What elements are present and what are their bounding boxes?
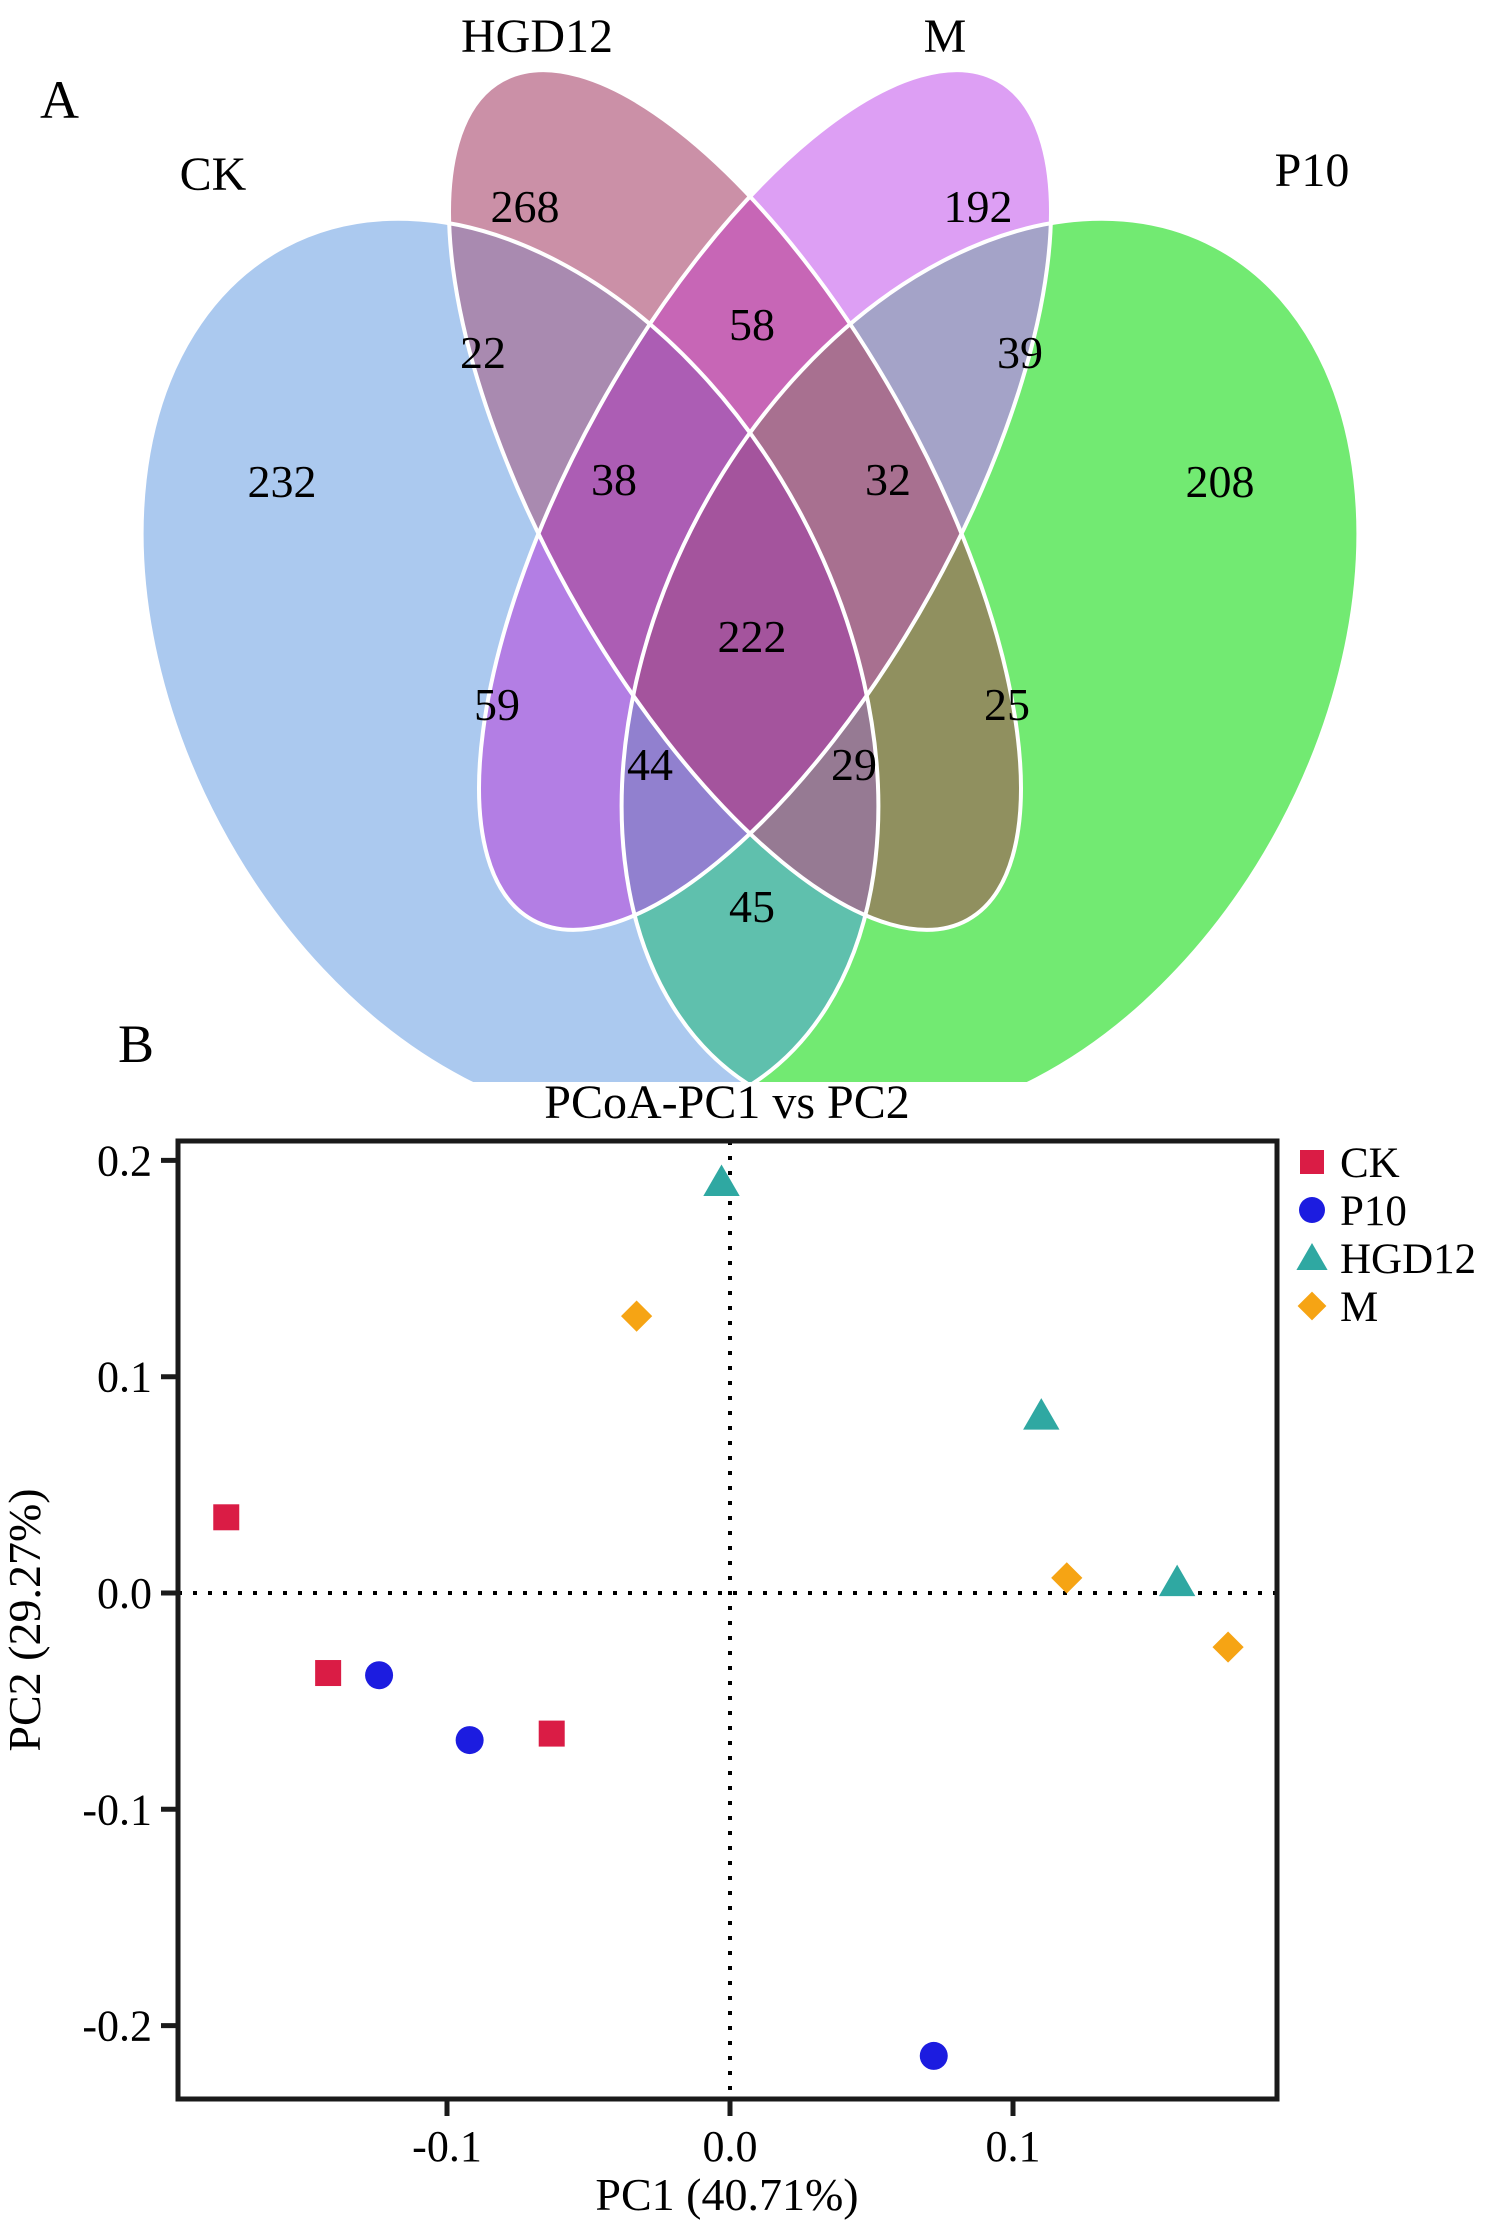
chart-title: PCoA-PC1 vs PC2: [544, 1082, 909, 1129]
y-axis-label: PC2 (29.27%): [0, 1488, 50, 1751]
legend-item-p10: P10: [1299, 1188, 1407, 1235]
y-tick-label: -0.1: [82, 1785, 152, 1834]
legend-label-m: M: [1340, 1284, 1378, 1331]
venn-set-label-hgd12: HGD12: [461, 10, 613, 63]
venn-outline-m: [477, 68, 1053, 932]
pcoa-scatter-panel: PCoA-PC1 vs PC2 -0.1 0.0 0.10.20.10.0-0.1-…: [0, 1082, 1476, 2220]
scatter-point-m-0: [621, 1300, 653, 1332]
scatter-point-ck-0: [213, 1504, 240, 1531]
venn-count-ck-hgd12: 22: [460, 327, 506, 378]
scatter-point-ck-1: [315, 1660, 342, 1687]
axis-ticks: -0.1 0.0 0.1 0.2 0.1 0.0 -0.1 -0.2: [82, 1136, 1040, 2171]
zero-gridlines: [178, 1141, 1277, 2099]
scatter-point-m-1: [1051, 1562, 1083, 1594]
legend-item-ck: CK: [1300, 1140, 1400, 1187]
venn-count-hgd12-m-p10: 32: [865, 454, 911, 505]
venn-count-ck-p10: 45: [729, 881, 775, 932]
scatter-point-p10-2: [919, 2041, 948, 2070]
venn-count-m: 192: [944, 181, 1013, 232]
scatter-point-hgd12-1: [1023, 1398, 1060, 1430]
venn-count-m-p10: 39: [997, 327, 1043, 378]
scatter-point-hgd12-2: [1158, 1564, 1196, 1597]
scatter-point-m-2: [1212, 1631, 1244, 1663]
scatter-point-p10-1: [455, 1726, 484, 1755]
plot-border: [175, 1138, 1280, 2102]
venn-count-hgd12: 268: [491, 181, 560, 232]
scatter-point-hgd12-0: [703, 1164, 740, 1197]
venn-count-ck-m: 59: [474, 679, 520, 730]
legend-item-hgd12: HGD12: [1296, 1236, 1476, 1283]
panel-b-label: B: [118, 1014, 154, 1074]
legend-marker-ck: [1300, 1150, 1324, 1174]
scatter-point-ck-2: [538, 1720, 565, 1747]
venn-outline-ck: [139, 216, 881, 1082]
legend-marker-hgd12: [1296, 1243, 1328, 1270]
x-tick-label: 0.1: [986, 2122, 1041, 2171]
venn-outline-hgd12: [447, 68, 1023, 932]
venn-count-ck: 232: [248, 456, 317, 507]
venn-count-ck-hgd12-p10: 29: [831, 739, 877, 790]
venn-count-p10: 208: [1186, 456, 1255, 507]
legend-label-hgd12: HGD12: [1340, 1236, 1476, 1283]
venn-diagram-panel: A B CK HGD12 M P10 268 192 22 58 39 232 …: [40, 0, 1361, 1082]
scatter-points: [213, 1164, 1244, 2070]
x-axis-label: PC1 (40.71%): [595, 2169, 858, 2220]
y-tick-label: 0.2: [97, 1136, 152, 1185]
panel-a-label: A: [40, 70, 79, 130]
legend-marker-p10: [1299, 1197, 1325, 1223]
x-tick-label: 0.0: [703, 2122, 758, 2171]
venn-outline-p10: [619, 216, 1361, 1082]
y-tick-label: -0.2: [82, 2002, 152, 2051]
legend-label-p10: P10: [1340, 1188, 1407, 1235]
venn-count-ck-hgd12-m: 38: [591, 454, 637, 505]
venn-count-hgd12-p10: 25: [984, 679, 1030, 730]
legend-label-ck: CK: [1340, 1140, 1400, 1187]
venn-set-label-p10: P10: [1275, 144, 1350, 197]
venn-count-all: 222: [718, 611, 787, 662]
venn-count-ck-m-p10: 44: [627, 739, 673, 790]
scatter-point-p10-0: [365, 1661, 394, 1690]
venn-count-hgd12-m: 58: [729, 299, 775, 350]
legend-item-m: M: [1297, 1284, 1378, 1331]
y-tick-label: 0.1: [97, 1353, 152, 1402]
venn-set-label-ck: CK: [180, 148, 247, 201]
y-tick-label: 0.0: [97, 1569, 152, 1618]
x-tick-label: -0.1: [412, 2122, 482, 2171]
venn-set-label-m: M: [924, 10, 967, 63]
legend-marker-m: [1297, 1291, 1327, 1321]
